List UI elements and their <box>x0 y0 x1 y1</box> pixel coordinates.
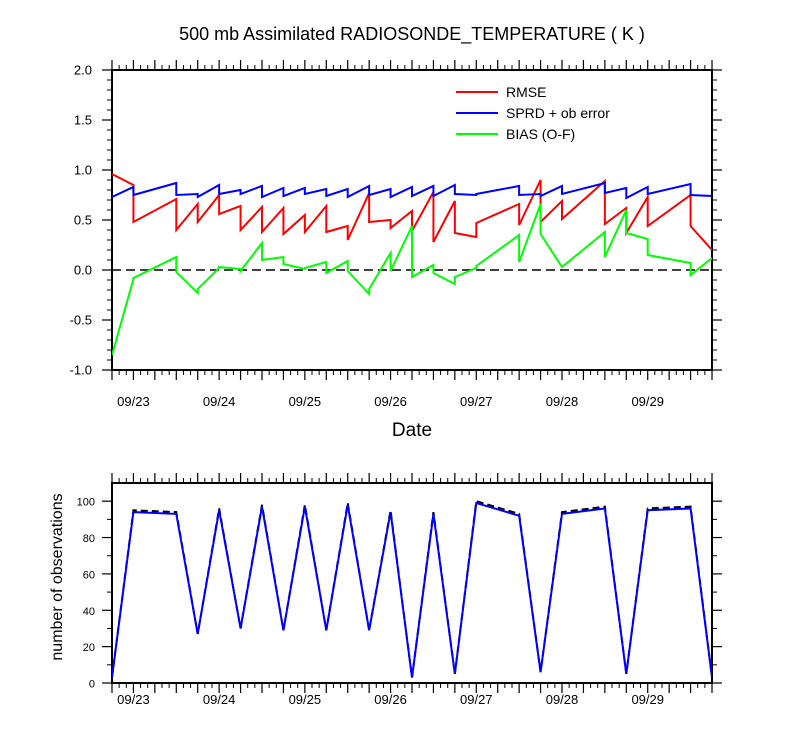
y-tick-label: 100 <box>77 497 95 509</box>
x-tick-label: 09/23 <box>117 394 150 409</box>
series-line-sprd-ob-error <box>112 181 712 200</box>
x-tick-label: 09/23 <box>117 692 150 707</box>
plot-frame <box>111 482 713 684</box>
y-tick-label: -1.0 <box>70 363 92 378</box>
legend-label: BIAS (O-F) <box>506 126 575 142</box>
y-tick-label: -0.5 <box>70 313 92 328</box>
y-tick-label: 20 <box>83 642 95 654</box>
y-tick-label: 1.5 <box>74 113 92 128</box>
chart-title: 500 mb Assimilated RADIOSONDE_TEMPERATUR… <box>179 24 645 45</box>
y-tick-label: 40 <box>83 606 95 618</box>
x-axis-label: Date <box>392 420 432 441</box>
x-tick-label: 09/24 <box>203 394 236 409</box>
x-tick-label: 09/24 <box>203 692 236 707</box>
x-tick-label: 09/25 <box>289 692 322 707</box>
x-tick-label: 09/25 <box>289 394 322 409</box>
legend-label: SPRD + ob error <box>506 105 610 121</box>
y-tick-label: 1.0 <box>74 163 92 178</box>
y-tick-label: 0.0 <box>74 263 92 278</box>
x-tick-label: 09/26 <box>374 394 407 409</box>
legend-label: RMSE <box>506 84 546 100</box>
x-tick-label: 09/29 <box>631 692 664 707</box>
x-tick-label: 09/28 <box>546 394 579 409</box>
y-tick-label: 60 <box>83 569 95 581</box>
y-tick-label: 2.0 <box>74 63 92 78</box>
series-line-bias-o-f <box>112 203 712 356</box>
y-axis-label: number of observations <box>49 493 66 660</box>
x-tick-label: 09/27 <box>460 394 493 409</box>
x-tick-label: 09/27 <box>460 692 493 707</box>
x-tick-label: 09/28 <box>546 692 579 707</box>
top-chart: 500 mb Assimilated RADIOSONDE_TEMPERATUR… <box>70 24 722 441</box>
y-tick-label: 80 <box>83 533 95 545</box>
x-tick-label: 09/29 <box>631 394 664 409</box>
x-tick-label: 09/26 <box>374 692 407 707</box>
series-line-observations-possible <box>112 499 712 678</box>
y-tick-label: 0.5 <box>74 213 92 228</box>
bottom-chart: number of observations 09/23 09/24 09/25 09… <box>49 473 722 707</box>
y-tick-label: 0 <box>89 679 95 691</box>
series-line-observations-used <box>112 501 712 678</box>
